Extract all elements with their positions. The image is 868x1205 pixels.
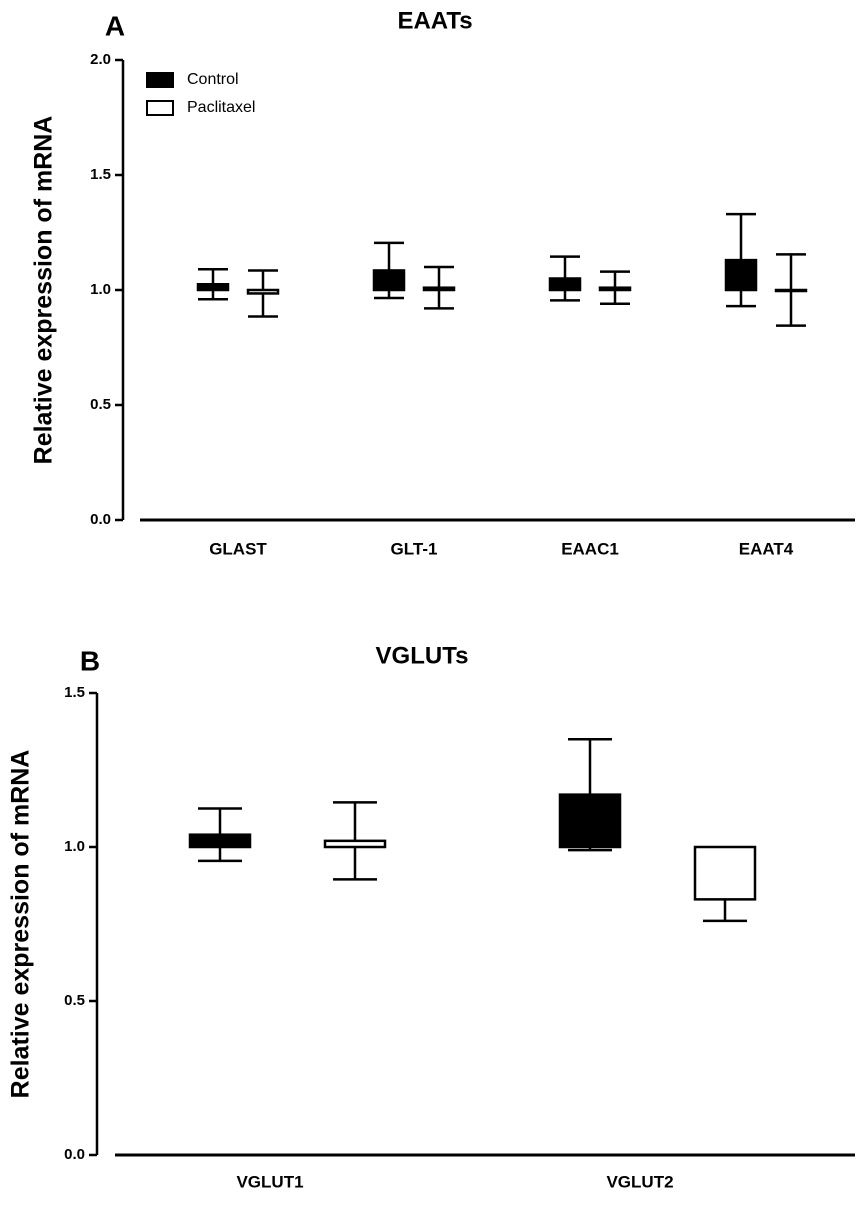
bar [323, 839, 387, 849]
bar [196, 283, 230, 292]
y-tick-label: 2.0 [90, 51, 111, 68]
y-axis-label: Relative expression of mRNA [30, 116, 58, 465]
legend-swatch [146, 100, 174, 116]
y-tick-label: 0.5 [64, 992, 85, 1009]
bar [548, 277, 582, 292]
y-tick-label: 1.5 [90, 166, 111, 183]
y-tick-label: 1.0 [64, 838, 85, 855]
y-tick-label: 1.5 [64, 684, 85, 701]
panel-label: B [80, 645, 100, 676]
bar [774, 288, 808, 293]
bar [422, 286, 456, 292]
y-axis-label: Relative expression of mRNA [7, 750, 35, 1099]
y-tick-label: 0.5 [90, 396, 111, 413]
bar [724, 258, 758, 292]
bar [246, 288, 280, 295]
x-tick-label: GLT-1 [391, 539, 438, 558]
bar [693, 845, 757, 901]
bar [558, 793, 622, 849]
legend-swatch [146, 72, 174, 88]
y-tick-label: 0.0 [90, 511, 111, 528]
x-tick-label: GLAST [209, 539, 267, 558]
legend-label: Control [187, 71, 239, 88]
legend-label: Paclitaxel [187, 99, 255, 116]
bar [188, 833, 252, 849]
y-tick-label: 0.0 [64, 1146, 85, 1163]
x-tick-label: EAAC1 [561, 539, 619, 558]
bar [372, 269, 406, 292]
chart-title: EAATs [397, 7, 472, 34]
chart-title: VGLUTs [376, 642, 469, 669]
x-tick-label: VGLUT2 [606, 1172, 673, 1191]
x-tick-label: VGLUT1 [236, 1172, 303, 1191]
bar [598, 286, 632, 292]
x-tick-label: EAAT4 [739, 539, 794, 558]
y-tick-label: 1.0 [90, 281, 111, 298]
panel-label: A [105, 10, 125, 41]
